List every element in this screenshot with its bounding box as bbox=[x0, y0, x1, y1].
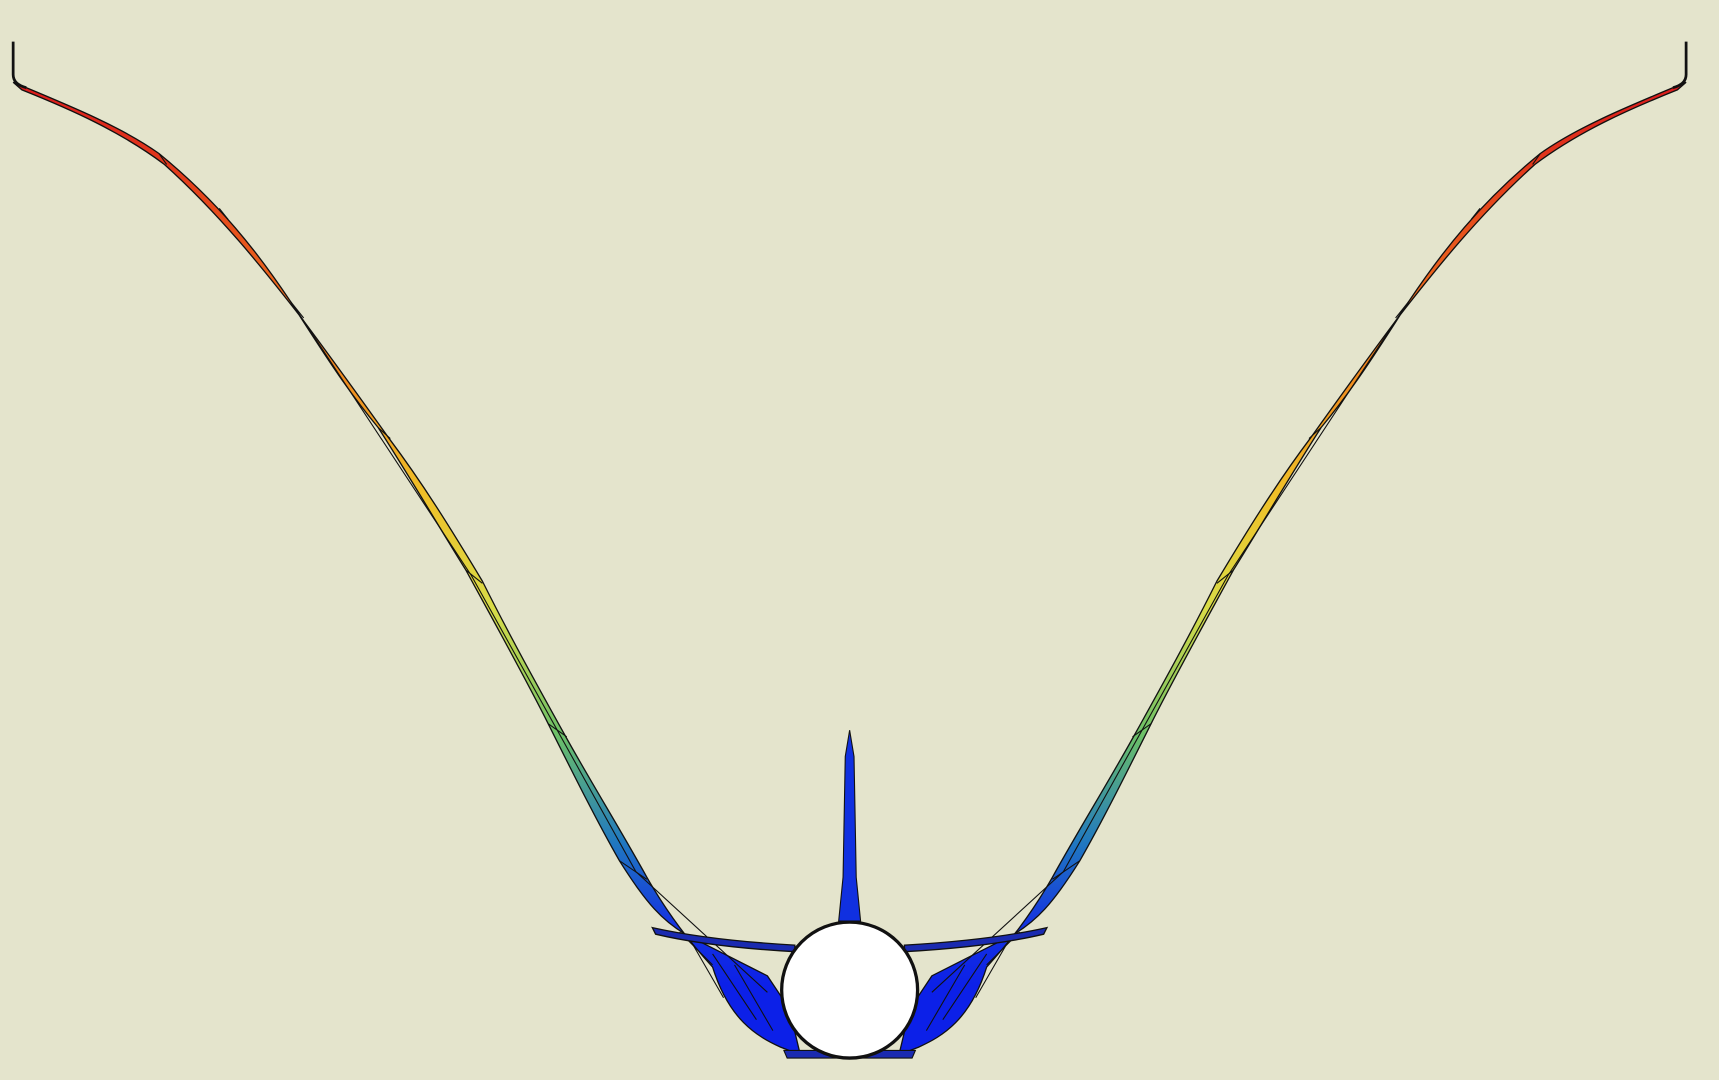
fuselage bbox=[780, 920, 920, 1060]
